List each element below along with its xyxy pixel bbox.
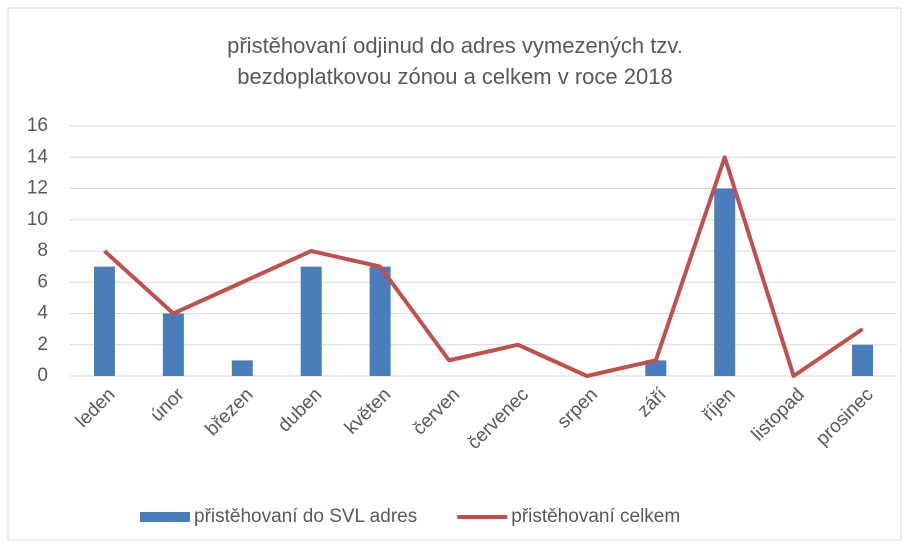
chart-border [7, 7, 902, 541]
bar [162, 313, 184, 376]
bar [645, 360, 667, 376]
bar [714, 188, 736, 376]
chart-title: přistěhovaní odjinud do adres vymezených… [227, 33, 683, 89]
line [103, 155, 864, 378]
y-tick-label: 16 [27, 115, 48, 136]
y-tick-label: 6 [37, 271, 48, 292]
bar [369, 266, 391, 376]
y-tick-label: 4 [37, 303, 48, 324]
y-tick-label: 14 [27, 146, 49, 167]
bar [93, 266, 115, 376]
y-tick-label: 10 [27, 209, 48, 230]
bar [852, 344, 874, 376]
y-tick-label: 0 [37, 365, 48, 386]
bar [300, 266, 322, 376]
legend-label: přistěhovaní do SVL adres [194, 506, 417, 527]
bar [231, 360, 253, 376]
legend-label: přistěhovaní celkem [511, 506, 680, 527]
y-tick-label: 12 [27, 178, 48, 199]
y-tick-label: 8 [37, 240, 48, 261]
y-tick-label: 2 [37, 334, 48, 355]
legend-swatch [140, 512, 190, 522]
